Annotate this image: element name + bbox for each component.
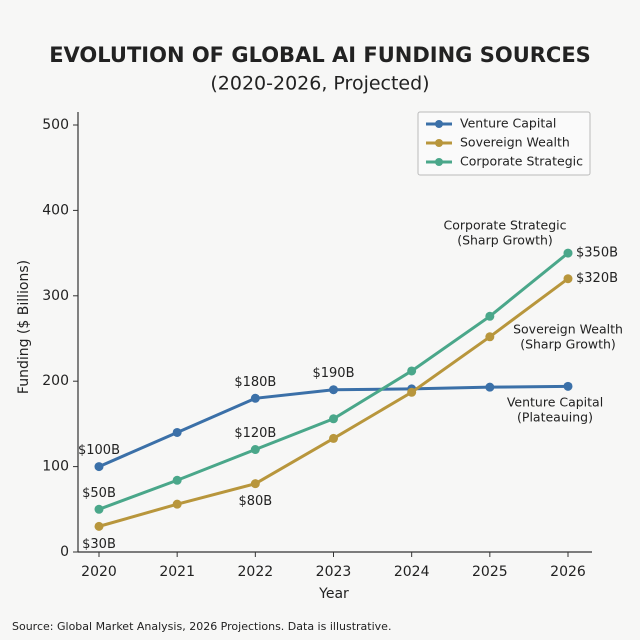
chart-subtitle: (2020-2026, Projected) xyxy=(210,73,429,95)
data-point xyxy=(172,475,182,485)
value-label: $100B xyxy=(78,443,120,458)
x-tick-label: 2026 xyxy=(550,564,586,580)
data-point xyxy=(485,311,495,321)
annotation: Corporate Strategic xyxy=(444,218,567,233)
legend-marker xyxy=(435,158,443,166)
annotation: (Sharp Growth) xyxy=(457,233,553,248)
x-tick-label: 2020 xyxy=(81,564,117,580)
data-point xyxy=(407,366,417,376)
data-point xyxy=(250,393,260,403)
y-tick-label: 200 xyxy=(42,373,69,389)
data-point xyxy=(172,499,182,509)
data-point xyxy=(329,385,338,395)
value-label: $190B xyxy=(312,366,354,381)
value-label: $80B xyxy=(238,494,272,509)
legend-marker xyxy=(435,139,443,147)
data-point xyxy=(94,462,104,472)
legend-label: Sovereign Wealth xyxy=(460,135,570,150)
data-point xyxy=(563,381,573,391)
data-point xyxy=(250,479,260,489)
source-note: Source: Global Market Analysis, 2026 Pro… xyxy=(12,620,391,633)
legend-marker xyxy=(435,120,443,128)
y-tick-label: 300 xyxy=(42,288,69,304)
value-label: $180B xyxy=(234,375,276,390)
legend-label: Venture Capital xyxy=(460,116,556,131)
x-tick-label: 2021 xyxy=(159,564,195,580)
data-point xyxy=(563,248,573,258)
y-tick-label: 500 xyxy=(42,117,69,133)
annotation: (Sharp Growth) xyxy=(520,337,616,352)
value-label: $50B xyxy=(82,486,116,501)
data-point xyxy=(485,332,495,342)
value-label: $320B xyxy=(576,271,618,286)
data-point xyxy=(172,427,182,437)
annotation: (Plateauing) xyxy=(517,410,593,425)
value-label: $350B xyxy=(576,246,618,261)
legend-box xyxy=(417,111,591,176)
chart-title: EVOLUTION OF GLOBAL AI FUNDING SOURCES xyxy=(49,43,591,67)
data-point xyxy=(563,274,573,284)
y-tick-label: 0 xyxy=(60,544,69,560)
data-point xyxy=(329,433,338,443)
x-axis-label: Year xyxy=(318,586,349,602)
data-point xyxy=(407,387,417,397)
data-point xyxy=(329,414,338,424)
annotation: Venture Capital xyxy=(507,395,603,410)
value-label: $30B xyxy=(82,537,116,552)
y-tick-label: 400 xyxy=(42,202,69,218)
x-tick-label: 2022 xyxy=(238,564,274,580)
x-tick-label: 2025 xyxy=(472,564,508,580)
value-label: $120B xyxy=(234,426,276,441)
x-tick-label: 2024 xyxy=(394,564,430,580)
data-point xyxy=(94,521,104,531)
legend-label: Corporate Strategic xyxy=(460,154,583,169)
data-point xyxy=(250,445,260,455)
x-tick-label: 2023 xyxy=(316,564,352,580)
y-tick-label: 100 xyxy=(42,459,69,475)
y-axis-label: Funding ($ Billions) xyxy=(16,260,32,394)
data-point xyxy=(485,382,495,392)
data-point xyxy=(94,504,104,514)
annotation: Sovereign Wealth xyxy=(513,322,623,337)
